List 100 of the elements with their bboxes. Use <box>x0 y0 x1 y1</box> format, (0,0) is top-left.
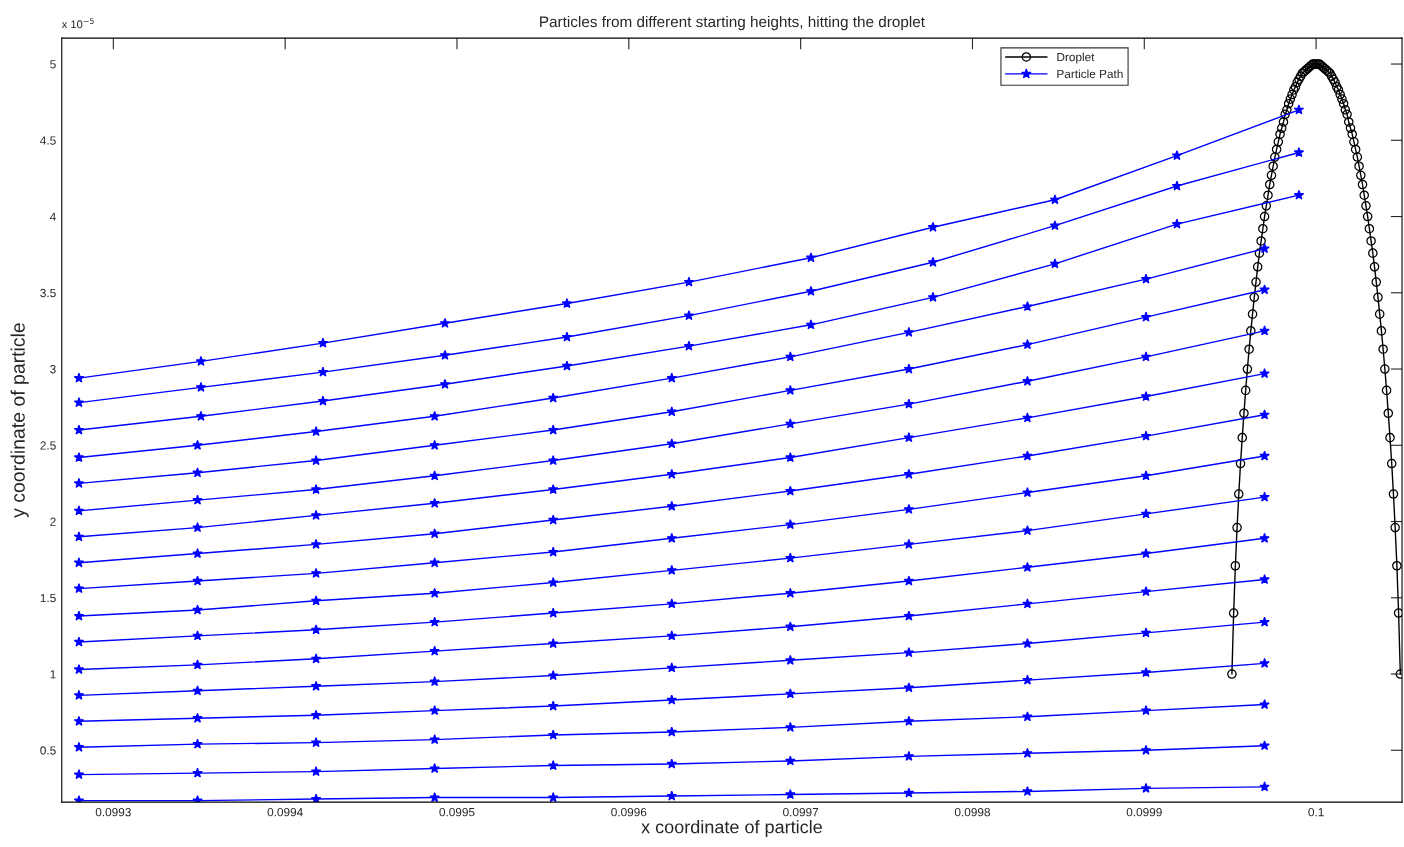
point <box>1171 150 1183 161</box>
point <box>429 439 440 450</box>
point <box>1140 351 1152 362</box>
point <box>547 729 559 740</box>
point <box>192 738 203 749</box>
point <box>547 455 559 466</box>
point <box>785 621 796 632</box>
point <box>1140 705 1152 716</box>
y-tick-label: 4 <box>49 212 56 221</box>
point <box>785 755 796 766</box>
point <box>1140 390 1152 402</box>
y-tick-label: 3 <box>50 365 56 374</box>
point <box>73 769 85 780</box>
point <box>666 726 678 737</box>
chart-title: Particles from different starting heights, hitting the droplet <box>540 15 925 31</box>
point <box>547 700 559 711</box>
point <box>805 285 817 296</box>
point <box>73 397 85 408</box>
y-tick-label: 0.5 <box>40 746 56 755</box>
x-tick-label: 0.0995 <box>439 807 475 817</box>
point <box>683 310 695 321</box>
point <box>903 647 915 658</box>
point <box>429 734 440 745</box>
point <box>666 564 678 575</box>
point <box>1259 368 1270 379</box>
point <box>1022 785 1033 796</box>
point <box>195 355 207 366</box>
point <box>1259 616 1270 627</box>
point <box>785 384 796 395</box>
point <box>192 494 203 505</box>
point <box>903 575 915 586</box>
point <box>1022 301 1033 312</box>
point <box>666 532 678 543</box>
point <box>683 276 695 287</box>
point <box>666 694 678 705</box>
point <box>1259 781 1270 792</box>
point <box>547 670 559 681</box>
point <box>1022 339 1033 350</box>
point <box>547 424 559 435</box>
point <box>195 410 207 421</box>
point <box>547 792 559 803</box>
point <box>439 378 451 389</box>
point <box>927 291 939 302</box>
point <box>1293 189 1305 200</box>
point <box>73 372 85 383</box>
point <box>805 319 817 330</box>
point <box>666 598 678 609</box>
point <box>1140 508 1152 519</box>
point <box>666 468 678 479</box>
y-axis-title: y coordinate of particle <box>10 323 29 518</box>
point <box>429 497 440 508</box>
point <box>429 645 440 656</box>
x-tick-label: 0.0997 <box>783 807 819 817</box>
point <box>310 709 322 720</box>
point <box>785 788 796 800</box>
point <box>1259 450 1270 461</box>
point <box>1140 667 1152 678</box>
point <box>1293 146 1305 158</box>
point <box>927 221 939 232</box>
point <box>429 557 440 568</box>
point <box>1140 744 1152 755</box>
point <box>310 509 322 520</box>
point <box>1022 487 1033 498</box>
point <box>1049 194 1061 205</box>
point <box>192 575 203 586</box>
point <box>1140 782 1152 793</box>
point <box>547 546 559 557</box>
y-tick-label: 5 <box>50 60 56 69</box>
point <box>903 715 915 726</box>
point <box>903 398 915 409</box>
y-tick-label: 1.5 <box>40 593 56 603</box>
point <box>683 340 695 351</box>
point <box>666 790 678 801</box>
point <box>785 552 796 563</box>
point <box>310 766 322 777</box>
y-tick-label: 3.5 <box>40 288 56 298</box>
point <box>666 372 678 383</box>
point <box>785 587 796 598</box>
point <box>429 470 440 481</box>
point <box>429 676 440 687</box>
point <box>1259 243 1270 254</box>
point <box>547 392 559 403</box>
point <box>310 455 322 466</box>
point <box>192 767 203 778</box>
point <box>192 604 203 615</box>
y-tick-label: 1 <box>50 670 56 679</box>
point <box>1022 450 1033 461</box>
point <box>1259 699 1270 710</box>
x-tick-label: 0.0994 <box>267 807 303 817</box>
point <box>429 587 440 598</box>
point <box>73 451 85 463</box>
point <box>73 715 85 726</box>
point <box>317 337 329 348</box>
point <box>429 792 440 803</box>
point <box>666 500 678 511</box>
point <box>73 663 85 674</box>
point <box>903 750 915 761</box>
point <box>547 638 559 649</box>
legend-label: Droplet <box>1057 52 1095 64</box>
point <box>561 297 573 309</box>
